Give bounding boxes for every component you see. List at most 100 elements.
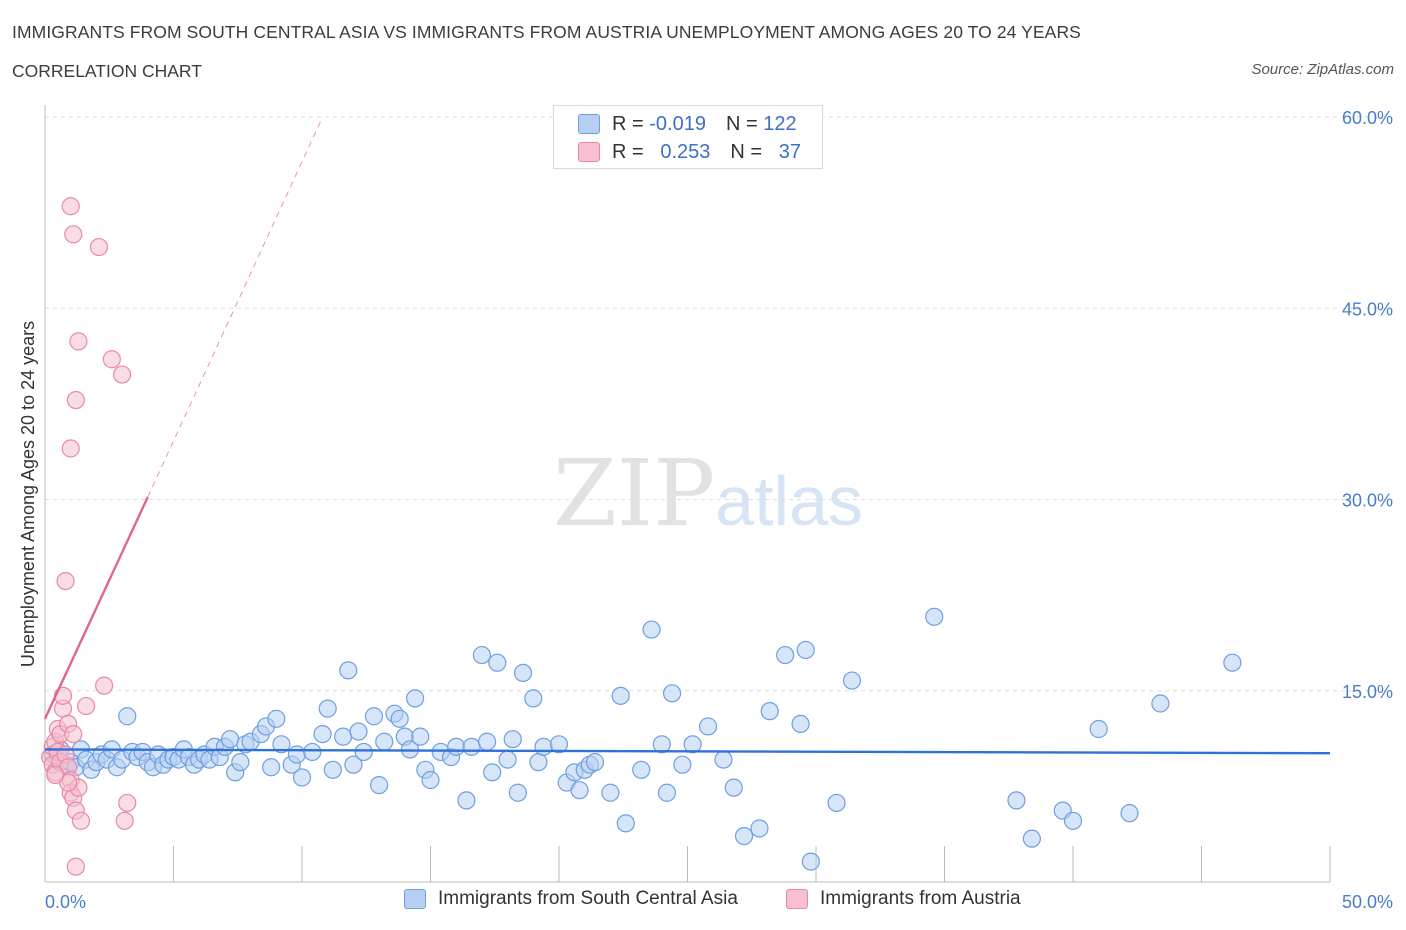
- legend-n-value: 122: [763, 112, 797, 135]
- y-axis-label: Unemployment Among Ages 20 to 24 years: [18, 321, 38, 667]
- data-point-south-central-asia: [513, 663, 533, 683]
- data-point-south-central-asia: [796, 640, 815, 660]
- legend-r-value: -0.019: [649, 112, 706, 135]
- watermark-atlas: atlas: [715, 462, 864, 540]
- data-point-south-central-asia: [318, 699, 337, 718]
- data-point-austria: [118, 793, 137, 813]
- data-point-south-central-asia: [313, 724, 332, 744]
- trend-line-austria: [43, 496, 149, 720]
- data-point-austria: [61, 439, 80, 458]
- data-point-south-central-asia: [390, 709, 409, 728]
- data-point-austria: [46, 765, 65, 785]
- series-legend-label: Immigrants from South Central Asia: [438, 888, 738, 909]
- data-point-south-central-asia: [534, 737, 553, 756]
- legend-swatch-blue: [578, 114, 600, 134]
- data-point-south-central-asia: [750, 819, 769, 838]
- data-point-south-central-asia: [334, 727, 353, 746]
- data-point-austria: [69, 332, 88, 351]
- data-point-south-central-asia: [231, 753, 250, 772]
- chart-title: IMMIGRANTS FROM SOUTH CENTRAL ASIA VS IM…: [12, 22, 1081, 42]
- legend-n-value: 37: [778, 140, 802, 163]
- data-point-south-central-asia: [760, 702, 779, 721]
- y-tick-label: 30.0%: [1342, 491, 1393, 511]
- series-legend-swatch-pink: [786, 889, 808, 909]
- data-point-south-central-asia: [734, 826, 754, 846]
- data-point-south-central-asia: [503, 730, 522, 749]
- data-point-austria: [53, 686, 73, 705]
- data-point-south-central-asia: [657, 783, 677, 802]
- x-tick-label: 0.0%: [45, 892, 86, 912]
- data-point-south-central-asia: [339, 661, 358, 680]
- legend-swatch-pink: [578, 142, 600, 162]
- legend-row-austria: R = 0.253 N = 37: [578, 139, 801, 165]
- data-point-south-central-asia: [925, 607, 944, 626]
- data-point-south-central-asia: [776, 645, 795, 665]
- data-point-south-central-asia: [1151, 694, 1170, 713]
- data-point-south-central-asia: [272, 735, 291, 754]
- data-point-south-central-asia: [370, 775, 389, 795]
- data-point-south-central-asia: [508, 783, 527, 802]
- data-point-south-central-asia: [267, 709, 286, 728]
- source-label: Source: ZipAtlas.com: [1251, 61, 1394, 78]
- data-point-south-central-asia: [549, 735, 569, 754]
- data-point-austria: [56, 571, 75, 591]
- series-legend-label: Immigrants from Austria: [820, 888, 1021, 909]
- data-point-south-central-asia: [611, 686, 630, 705]
- series-legend-item-austria[interactable]: Immigrants from Austria: [786, 888, 1021, 910]
- correlation-legend: R = -0.019 N = 122 R = 0.253 N = 37: [553, 105, 823, 169]
- data-point-south-central-asia: [118, 707, 137, 726]
- data-point-south-central-asia: [447, 737, 466, 756]
- data-point-south-central-asia: [477, 732, 497, 751]
- data-point-austria: [64, 225, 83, 244]
- data-point-south-central-asia: [616, 814, 635, 833]
- data-point-austria: [95, 676, 114, 695]
- data-point-south-central-asia: [364, 707, 384, 726]
- legend-row-south-central-asia: R = -0.019 N = 122: [578, 111, 797, 137]
- data-point-south-central-asia: [570, 781, 589, 800]
- y-tick-label: 15.0%: [1342, 682, 1393, 702]
- legend-r-value: 0.253: [660, 140, 711, 163]
- data-point-austria: [66, 857, 85, 876]
- zipatlas-watermark: ZIPatlas: [553, 440, 863, 547]
- data-point-south-central-asia: [292, 768, 312, 787]
- data-point-south-central-asia: [1089, 719, 1108, 739]
- data-point-south-central-asia: [1223, 653, 1242, 672]
- legend-n-label: N =: [725, 112, 758, 135]
- data-point-south-central-asia: [1022, 829, 1041, 848]
- grid: [45, 116, 1390, 692]
- data-point-south-central-asia: [472, 645, 491, 665]
- legend-r-label: R =: [612, 140, 644, 163]
- data-point-south-central-asia: [683, 735, 702, 754]
- data-point-south-central-asia: [1007, 791, 1026, 810]
- data-point-austria: [61, 197, 80, 216]
- legend-n-label: N =: [730, 140, 763, 163]
- y-tick-label: 45.0%: [1342, 299, 1393, 319]
- data-point-south-central-asia: [673, 755, 692, 774]
- chart-subtitle: CORRELATION CHART: [12, 61, 202, 81]
- legend-r-label: R =: [612, 112, 644, 135]
- data-point-south-central-asia: [457, 791, 476, 810]
- x-tick-label: 50.0%: [1342, 892, 1393, 912]
- tick-labels: 15.0% 30.0% 45.0% 60.0% 0.0% 50.0%: [45, 108, 1393, 912]
- data-point-south-central-asia: [652, 735, 671, 754]
- data-point-austria: [115, 811, 134, 830]
- data-point-south-central-asia: [262, 758, 281, 777]
- series-south-central-asia: [43, 607, 1242, 871]
- y-tick-label: 60.0%: [1342, 108, 1393, 128]
- data-point-south-central-asia: [642, 620, 661, 639]
- data-point-south-central-asia: [724, 778, 743, 797]
- trend-line-austria-extension: [147, 116, 324, 498]
- data-point-austria: [71, 811, 91, 830]
- data-point-south-central-asia: [375, 732, 394, 751]
- data-point-south-central-asia: [801, 852, 820, 871]
- data-point-south-central-asia: [498, 750, 517, 769]
- data-point-south-central-asia: [287, 745, 306, 764]
- data-point-south-central-asia: [405, 689, 425, 708]
- series-legend-item-south-central-asia[interactable]: Immigrants from South Central Asia: [404, 888, 738, 910]
- data-point-austria: [102, 350, 121, 369]
- watermark-zip: ZIP: [553, 440, 716, 547]
- data-point-south-central-asia: [698, 717, 718, 736]
- data-point-austria: [64, 724, 83, 744]
- trend-line-south-central-asia: [44, 748, 1331, 755]
